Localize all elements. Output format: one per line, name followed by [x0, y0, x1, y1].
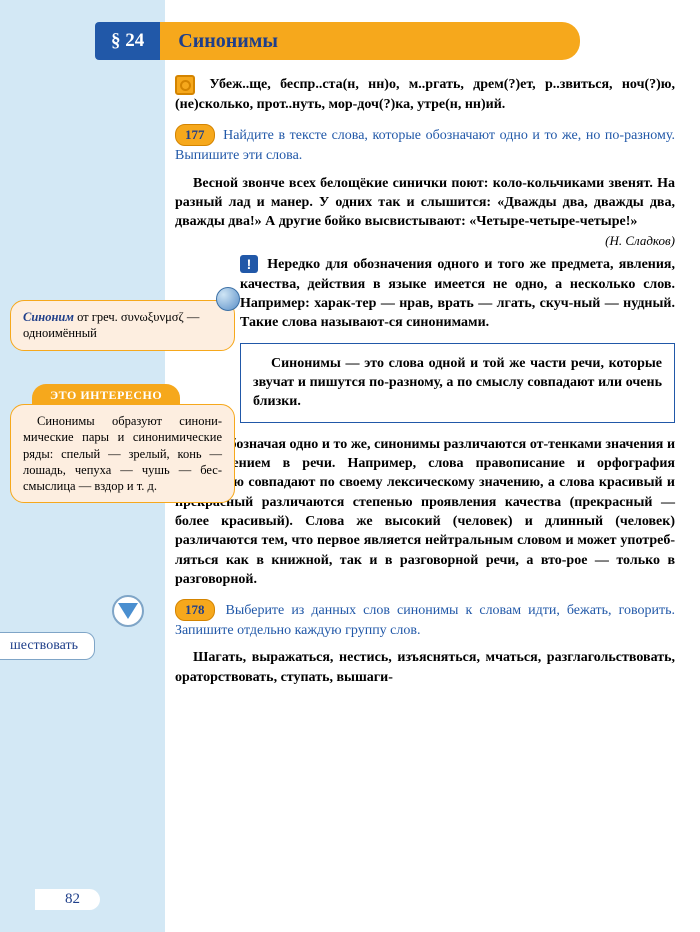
exercise-177-instr-text: Найдите в тексте слова, которые обознача…	[175, 128, 675, 163]
exercise-178-body: Шагать, выражаться, нестись, изъясняться…	[175, 650, 675, 684]
theory2-text: Обозначая одно и то же, синонимы различа…	[175, 437, 675, 587]
bullet-icon	[175, 75, 195, 95]
exercise-178-instruction: 178 Выберите из данных слов синонимы к с…	[175, 599, 675, 640]
definition-text: Синонимы — это слова одной и той же част…	[253, 356, 662, 410]
theory1-text: Нередко для обозначения одного и того же…	[240, 257, 675, 330]
main-content: Убеж..ще, беспр..ста(н, нн)о, м..ргать, …	[175, 75, 675, 691]
page-number: 82	[35, 889, 100, 910]
exercise-177-body: Весной звонче всех белощёкие синички пою…	[175, 176, 675, 230]
info-icon: !	[240, 255, 258, 273]
exercise-177-author: (Н. Сладков)	[175, 232, 675, 250]
exercise-badge-178: 178	[175, 599, 215, 621]
callout1-term: Синоним	[23, 310, 74, 324]
intro-exercise: Убеж..ще, беспр..ста(н, нн)о, м..ргать, …	[175, 75, 675, 114]
section-title: Синонимы	[160, 22, 580, 60]
exercise-178-instr-text: Выберите из данных слов синонимы к слова…	[175, 603, 675, 638]
definition-box: Синонимы — это слова одной и той же част…	[240, 343, 675, 423]
callout-ball-icon	[216, 287, 240, 311]
section-header: § 24 Синонимы	[95, 22, 580, 60]
theory-para-1: ! Нередко для обозначения одного и того …	[240, 255, 675, 332]
exercise-178-text: Шагать, выражаться, нестись, изъясняться…	[175, 648, 675, 687]
interesting-callout: Синонимы образуют синони-мические пары и…	[10, 404, 235, 503]
intro-text: Убеж..ще, беспр..ста(н, нн)о, м..ргать, …	[175, 77, 675, 112]
theory-para-2: ! Обозначая одно и то же, синонимы разли…	[175, 435, 675, 590]
exercise-badge-177: 177	[175, 124, 215, 146]
vocabulary-tab: шествовать	[0, 632, 95, 660]
section-number: § 24	[95, 22, 160, 60]
exercise-177-text: Весной звонче всех белощёкие синички пою…	[175, 174, 675, 250]
triangle-down-icon	[112, 595, 144, 627]
etymology-callout: Синоним от греч. συνωξυνμσζ — одноимённы…	[10, 300, 235, 351]
exercise-177-instruction: 177 Найдите в тексте слова, которые обоз…	[175, 124, 675, 165]
callout2-text: Синонимы образуют синони-мические пары и…	[23, 414, 222, 493]
